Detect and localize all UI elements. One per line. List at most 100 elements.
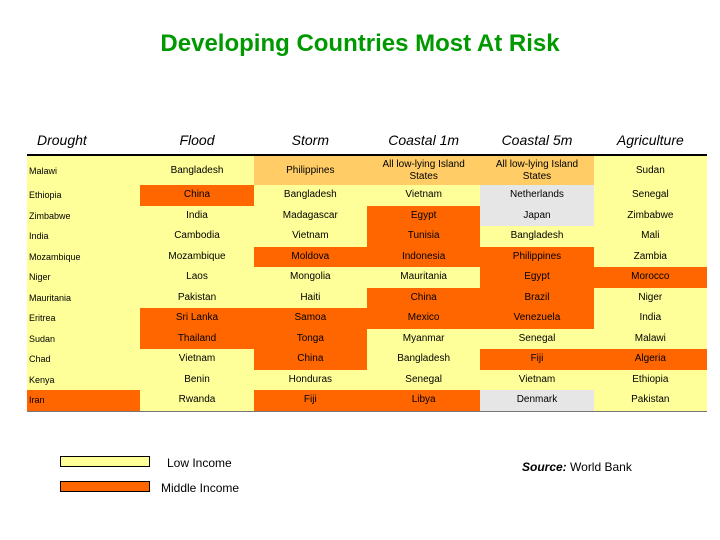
table-row: Iran Rwanda Fiji Libya Denmark Pakistan <box>27 390 707 411</box>
table-cell: Algeria <box>593 349 707 370</box>
page-title: Developing Countries Most At Risk <box>160 30 560 57</box>
table-cell: China <box>140 185 254 206</box>
source-note: Source: World Bank <box>522 460 632 474</box>
table-cell: Vietnam <box>253 226 367 247</box>
legend-middle-income-label: Middle Income <box>161 481 240 495</box>
source-text: World Bank <box>570 460 632 474</box>
table-cell: Mozambique <box>140 246 254 267</box>
column-header: Agriculture <box>593 126 707 156</box>
table-cell: Mongolia <box>253 267 367 288</box>
table-row: Chad Vietnam China Bangladesh Fiji Algeria <box>27 349 707 370</box>
table-cell: India <box>140 205 254 226</box>
table-cell: Morocco <box>593 267 707 288</box>
table-row: Eritrea Sri Lanka Samoa Mexico Venezuela Indi… <box>27 308 707 329</box>
table-cell: All low-lying Island States <box>366 155 481 185</box>
table-row: Kenya Benin Honduras Senegal Vietnam Ethiopia <box>27 369 707 390</box>
table-cell: Tunisia <box>366 226 481 247</box>
source-label: Source: <box>522 460 567 474</box>
table-cell: Mauritania <box>27 287 141 308</box>
table-cell: Samoa <box>253 308 367 329</box>
table-cell: Mali <box>593 226 707 247</box>
table-cell: Chad <box>27 349 141 370</box>
table-cell: Vietnam <box>480 369 594 390</box>
table-cell: Ethiopia <box>27 185 141 206</box>
table-cell: Denmark <box>480 390 594 411</box>
table-row: Sudan Thailand Tonga Myanmar Senegal Malawi <box>27 328 707 349</box>
table-cell: Rwanda <box>140 390 254 411</box>
table-cell: Philippines <box>253 155 367 185</box>
table-cell: All low-lying Island States <box>480 155 594 185</box>
table-cell: Fiji <box>480 349 594 370</box>
table-cell: Japan <box>480 205 594 226</box>
table-cell: Sudan <box>593 155 707 185</box>
table-cell: Laos <box>140 267 254 288</box>
table-row: Niger Laos Mongolia Mauritania Egypt Morocco <box>27 267 707 288</box>
table-cell: Philippines <box>480 246 594 267</box>
table-cell: Pakistan <box>140 287 254 308</box>
table-row: India Cambodia Vietnam Tunisia Bangladesh Mal… <box>27 226 707 247</box>
table-cell: Egypt <box>480 267 594 288</box>
table-cell: Egypt <box>366 205 481 226</box>
column-header: Coastal 1m <box>366 126 481 156</box>
table-cell: Madagascar <box>253 205 367 226</box>
table-row: Mauritania Pakistan Haiti China Brazil Niger <box>27 287 707 308</box>
table-cell: Pakistan <box>593 390 707 411</box>
table-cell: India <box>27 226 141 247</box>
table-cell: Sri Lanka <box>140 308 254 329</box>
table-cell: Zimbabwe <box>593 205 707 226</box>
table-cell: Mauritania <box>366 267 481 288</box>
table-cell: Malawi <box>593 328 707 349</box>
table-cell: Senegal <box>366 369 481 390</box>
table-row: Malawi Bangladesh Philippines All low-lying… <box>27 155 707 185</box>
table-cell: Kenya <box>27 369 141 390</box>
table-row: Ethiopia China Bangladesh Vietnam Netherland… <box>27 185 707 206</box>
table-cell: China <box>366 287 481 308</box>
table-cell: China <box>253 349 367 370</box>
table-cell: Iran <box>27 390 141 411</box>
table-body: Malawi Bangladesh Philippines All low-lying… <box>27 155 707 411</box>
table-cell: Vietnam <box>140 349 254 370</box>
table-cell: Malawi <box>27 155 141 185</box>
table-cell: Netherlands <box>480 185 594 206</box>
column-header: Drought <box>27 126 141 156</box>
table-cell: Cambodia <box>140 226 254 247</box>
table-header-row: Drought Flood Storm Coastal 1m Coastal 5… <box>27 126 707 156</box>
column-header: Coastal 5m <box>480 126 594 156</box>
table-cell: Myanmar <box>366 328 481 349</box>
table-cell: Niger <box>593 287 707 308</box>
table-cell: Bangladesh <box>140 155 254 185</box>
table-cell: Fiji <box>253 390 367 411</box>
legend-low-income-label: Low Income <box>167 456 232 470</box>
risk-table: Drought Flood Storm Coastal 1m Coastal 5… <box>27 126 707 412</box>
table-cell: Moldova <box>253 246 367 267</box>
table-cell: Libya <box>366 390 481 411</box>
table-row: Mozambique Mozambique Moldova Indonesia Phil… <box>27 246 707 267</box>
table-cell: Bangladesh <box>253 185 367 206</box>
table-cell: Brazil <box>480 287 594 308</box>
column-header: Flood <box>140 126 254 156</box>
table-cell: Tonga <box>253 328 367 349</box>
table-cell: Thailand <box>140 328 254 349</box>
table-cell: Mozambique <box>27 246 141 267</box>
table-cell: Bangladesh <box>366 349 481 370</box>
legend-middle-income-swatch <box>60 481 150 492</box>
table-cell: Sudan <box>27 328 141 349</box>
table-cell: Niger <box>27 267 141 288</box>
table-cell: Zimbabwe <box>27 205 141 226</box>
table-cell: Bangladesh <box>480 226 594 247</box>
table-cell: Ethiopia <box>593 369 707 390</box>
table-cell: Senegal <box>480 328 594 349</box>
column-header: Storm <box>253 126 367 156</box>
table-cell: Senegal <box>593 185 707 206</box>
table-cell: Mexico <box>366 308 481 329</box>
table-cell: Venezuela <box>480 308 594 329</box>
table-cell: Benin <box>140 369 254 390</box>
table-cell: Haiti <box>253 287 367 308</box>
table-cell: Eritrea <box>27 308 141 329</box>
risk-table-container: Drought Flood Storm Coastal 1m Coastal 5… <box>27 126 707 412</box>
table-cell: India <box>593 308 707 329</box>
table-cell: Honduras <box>253 369 367 390</box>
table-cell: Indonesia <box>366 246 481 267</box>
table-row: Zimbabwe India Madagascar Egypt Japan Zimbabw… <box>27 205 707 226</box>
legend-low-income-swatch <box>60 456 150 467</box>
